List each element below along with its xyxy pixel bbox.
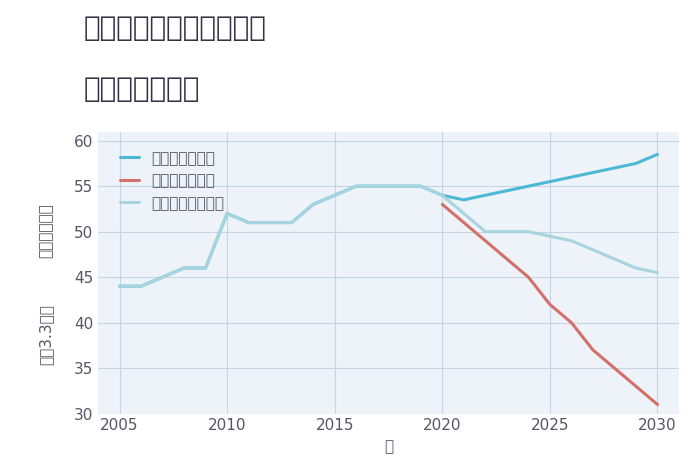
X-axis label: 年: 年 [384, 439, 393, 454]
グッドシナリオ [180, 265, 188, 271]
ノーマルシナリオ [546, 234, 554, 239]
グッドシナリオ [223, 211, 231, 216]
ノーマルシナリオ [244, 220, 253, 226]
ノーマルシナリオ [374, 183, 382, 189]
ノーマルシナリオ [202, 265, 210, 271]
Text: 愛知県豊田市広久手町の: 愛知県豊田市広久手町の [84, 14, 267, 42]
グッドシナリオ [330, 192, 339, 198]
バッドシナリオ [653, 402, 662, 407]
ノーマルシナリオ [653, 270, 662, 275]
バッドシナリオ [546, 302, 554, 307]
グッドシナリオ [288, 220, 296, 226]
グッドシナリオ [116, 283, 124, 289]
バッドシナリオ [460, 220, 468, 226]
ノーマルシナリオ [503, 229, 511, 235]
グッドシナリオ [632, 161, 640, 166]
バッドシナリオ [567, 320, 575, 325]
グッドシナリオ [202, 265, 210, 271]
ノーマルシナリオ [288, 220, 296, 226]
バッドシナリオ [610, 365, 619, 371]
グッドシナリオ [374, 183, 382, 189]
ノーマルシナリオ [330, 192, 339, 198]
グッドシナリオ [481, 192, 489, 198]
バッドシナリオ [503, 256, 511, 262]
Line: グッドシナリオ: グッドシナリオ [120, 154, 657, 286]
グッドシナリオ [309, 202, 317, 207]
Line: ノーマルシナリオ: ノーマルシナリオ [120, 186, 657, 286]
グッドシナリオ [546, 179, 554, 184]
Legend: グッドシナリオ, バッドシナリオ, ノーマルシナリオ: グッドシナリオ, バッドシナリオ, ノーマルシナリオ [114, 145, 230, 217]
ノーマルシナリオ [567, 238, 575, 243]
ノーマルシナリオ [438, 192, 447, 198]
グッドシナリオ [589, 170, 597, 175]
ノーマルシナリオ [481, 229, 489, 235]
グッドシナリオ [524, 183, 533, 189]
ノーマルシナリオ [158, 274, 167, 280]
Text: 単価（万円）: 単価（万円） [38, 203, 53, 258]
グッドシナリオ [395, 183, 403, 189]
ノーマルシナリオ [116, 283, 124, 289]
グッドシナリオ [653, 151, 662, 157]
Line: バッドシナリオ: バッドシナリオ [442, 204, 657, 405]
グッドシナリオ [416, 183, 425, 189]
ノーマルシナリオ [589, 247, 597, 253]
グッドシナリオ [244, 220, 253, 226]
バッドシナリオ [438, 202, 447, 207]
バッドシナリオ [589, 347, 597, 353]
グッドシナリオ [352, 183, 361, 189]
ノーマルシナリオ [460, 211, 468, 216]
ノーマルシナリオ [136, 283, 145, 289]
ノーマルシナリオ [309, 202, 317, 207]
グッドシナリオ [610, 165, 619, 171]
ノーマルシナリオ [352, 183, 361, 189]
ノーマルシナリオ [416, 183, 425, 189]
Text: 坪（3.3㎡）: 坪（3.3㎡） [38, 304, 53, 365]
ノーマルシナリオ [180, 265, 188, 271]
グッドシナリオ [503, 188, 511, 194]
ノーマルシナリオ [610, 256, 619, 262]
グッドシナリオ [438, 192, 447, 198]
グッドシナリオ [567, 174, 575, 180]
ノーマルシナリオ [395, 183, 403, 189]
グッドシナリオ [266, 220, 274, 226]
Text: 土地の価格推移: 土地の価格推移 [84, 75, 200, 103]
バッドシナリオ [481, 238, 489, 243]
ノーマルシナリオ [632, 265, 640, 271]
ノーマルシナリオ [223, 211, 231, 216]
ノーマルシナリオ [524, 229, 533, 235]
バッドシナリオ [524, 274, 533, 280]
ノーマルシナリオ [266, 220, 274, 226]
グッドシナリオ [136, 283, 145, 289]
バッドシナリオ [632, 384, 640, 389]
グッドシナリオ [158, 274, 167, 280]
グッドシナリオ [460, 197, 468, 203]
